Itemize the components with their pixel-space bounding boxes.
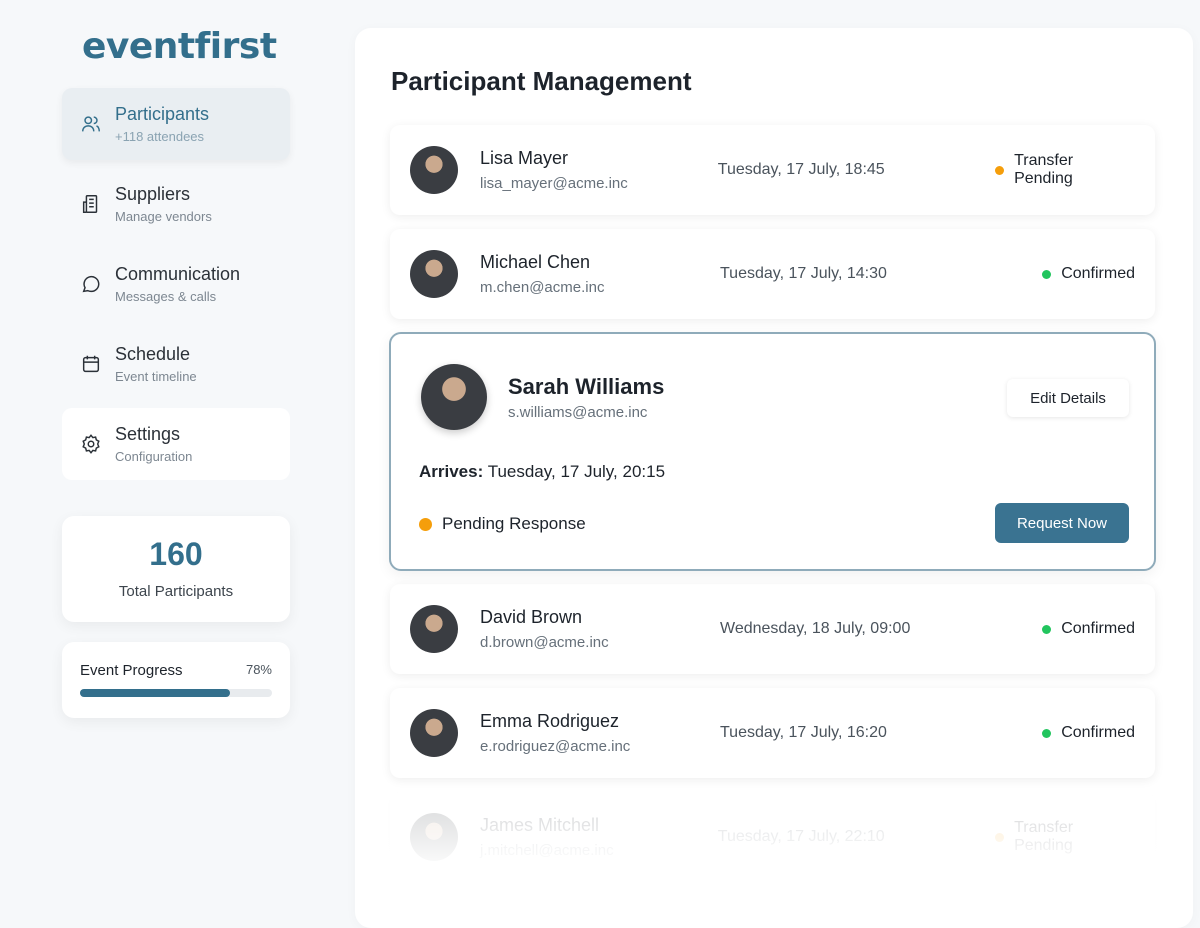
sidebar-item-sub: Event timeline	[115, 369, 197, 384]
status-dot	[995, 165, 1005, 175]
status-text: Confirmed	[1061, 265, 1135, 282]
status-badge: Pending Response	[419, 514, 586, 534]
participant-date: Tuesday, 17 July, 14:30	[720, 265, 887, 282]
participant-name: Michael Chen	[480, 252, 591, 272]
avatar	[410, 813, 458, 861]
sidebar-item-sub: Manage vendors	[115, 209, 212, 224]
participant-email: s.williams@acme.inc	[508, 404, 648, 421]
arrival-time: Tuesday, 17 July, 20:15	[487, 462, 666, 481]
avatar	[410, 146, 458, 194]
participant-name: Sarah Williams	[508, 374, 665, 399]
avatar	[410, 605, 458, 653]
users-icon	[82, 116, 100, 132]
progress-bar	[80, 689, 272, 697]
status-badge: Confirmed	[1042, 620, 1135, 638]
selected-participant-card[interactable]: Sarah Williams s.williams@acme.inc Edit …	[389, 332, 1156, 571]
calendar-icon	[82, 355, 100, 373]
status-badge: Transfer Pending	[995, 152, 1135, 188]
total-participants-value: 160	[149, 536, 203, 572]
sidebar-item-label: Settings	[115, 424, 181, 444]
avatar	[410, 709, 458, 757]
participant-date: Tuesday, 17 July, 16:20	[720, 724, 887, 741]
sidebar-item-label: Suppliers	[115, 184, 191, 204]
sidebar-item-settings[interactable]: Settings Configuration	[62, 408, 290, 480]
status-dot	[995, 832, 1005, 842]
avatar	[410, 250, 458, 298]
avatar	[421, 364, 487, 430]
page-title: Participant Management	[391, 66, 692, 96]
participant-name: David Brown	[480, 607, 583, 627]
status-text: Pending Response	[442, 514, 586, 533]
progress-fill	[80, 689, 230, 697]
status-dot	[419, 517, 432, 531]
participant-row[interactable]: James Mitchell j.mitchell@acme.inc Tuesda…	[390, 792, 1155, 882]
status-badge: Confirmed	[1042, 265, 1135, 283]
participant-date: Tuesday, 17 July, 22:10	[717, 828, 885, 845]
sidebar-item-participants[interactable]: Participants +118 attendees	[62, 88, 290, 160]
participant-email: m.chen@acme.inc	[480, 279, 605, 296]
participant-name: Lisa Mayer	[480, 148, 569, 168]
participant-email: lisa_mayer@acme.inc	[480, 175, 628, 192]
participant-email: d.brown@acme.inc	[480, 634, 609, 651]
participant-row[interactable]: David Brown d.brown@acme.inc Wednesday, 1…	[390, 584, 1155, 674]
status-badge: Transfer Pending	[995, 819, 1135, 855]
edit-details-button[interactable]: Edit Details	[1007, 379, 1129, 417]
event-progress-card: Event Progress 78%	[62, 642, 290, 718]
sidebar-item-label: Participants	[115, 104, 210, 124]
sidebar-item-sub: +118 attendees	[115, 129, 205, 144]
sidebar-item-suppliers[interactable]: Suppliers Manage vendors	[62, 168, 290, 240]
status-text: Confirmed	[1061, 620, 1135, 637]
status-dot	[1042, 269, 1052, 279]
arrives-label: Arrives:	[419, 462, 484, 481]
participant-row[interactable]: Michael Chen m.chen@acme.inc Tuesday, 17 …	[390, 229, 1155, 319]
gear-icon	[82, 434, 100, 454]
request-now-button[interactable]: Request Now	[995, 503, 1129, 543]
sidebar-item-label: Communication	[115, 264, 241, 284]
progress-percent: 78%	[245, 662, 272, 677]
participant-date: Wednesday, 18 July, 09:00	[720, 620, 911, 637]
sidebar-item-sub: Messages & calls	[115, 289, 217, 304]
chat-bubble-icon	[82, 275, 100, 293]
total-participants-card: 160 Total Participants	[62, 516, 290, 622]
participant-name: James Mitchell	[480, 815, 600, 835]
participant-row[interactable]: Lisa Mayer lisa_mayer@acme.inc Tuesday, 1…	[390, 125, 1155, 215]
status-dot	[1042, 728, 1052, 738]
participant-name: Emma Rodriguez	[480, 711, 620, 731]
status-badge: Confirmed	[1042, 724, 1135, 742]
participant-row[interactable]: Emma Rodriguez e.rodriguez@acme.inc Tuesd…	[390, 688, 1155, 778]
total-participants-label: Total Participants	[118, 583, 234, 600]
arrival-info: Arrives: Tuesday, 17 July, 20:15	[419, 462, 665, 482]
sidebar-item-schedule[interactable]: Schedule Event timeline	[62, 328, 290, 400]
building-icon	[82, 195, 98, 213]
progress-label: Event Progress	[80, 662, 183, 679]
participant-email: j.mitchell@acme.inc	[480, 842, 614, 859]
sidebar-item-sub: Configuration	[115, 449, 193, 464]
sidebar-item-communication[interactable]: Communication Messages & calls	[62, 248, 290, 320]
status-text: Confirmed	[1061, 724, 1135, 741]
participant-date: Tuesday, 17 July, 18:45	[717, 161, 885, 178]
sidebar-item-label: Schedule	[115, 344, 191, 364]
status-text: Transfer Pending	[1014, 819, 1074, 854]
logo: eventfirst	[82, 26, 277, 67]
participant-email: e.rodriguez@acme.inc	[480, 738, 631, 755]
status-text: Transfer Pending	[1014, 152, 1074, 187]
status-dot	[1042, 624, 1052, 634]
